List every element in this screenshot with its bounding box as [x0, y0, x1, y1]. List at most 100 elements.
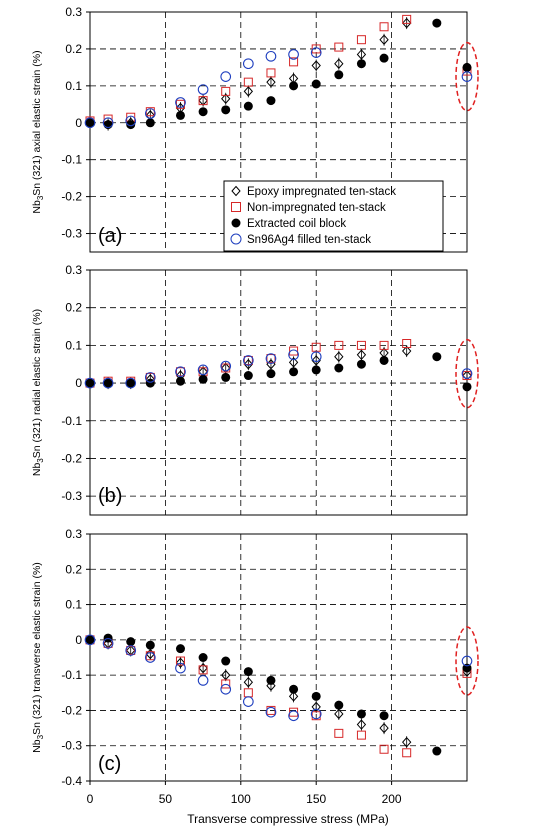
y-tick-label: 0 [75, 376, 82, 390]
unload-highlight-ellipse [455, 338, 479, 409]
data-point-filled-circle [243, 667, 253, 677]
y-tick-label: -0.2 [61, 190, 82, 204]
plot-frame [89, 11, 468, 253]
series-square-open [85, 339, 472, 388]
series-square-open [85, 635, 472, 758]
y-axis-label-subscript: 3 [36, 734, 45, 739]
panel-b: 0.3 0.2 0.1 0 -0.1 -0.2 -0.3 Nb3Sn (321) radial… [31, 263, 479, 516]
data-point-square [266, 354, 276, 364]
legend: Epoxy impregnated ten-stack Non-impregnat… [223, 180, 444, 252]
y-tick-label: 0.3 [65, 5, 82, 19]
y-tick-label: -0.2 [61, 451, 82, 465]
data-point-open-circle [102, 638, 114, 649]
legend-marker-square [231, 202, 241, 212]
data-point-filled-circle [311, 79, 321, 89]
y-tick-label: -0.3 [61, 227, 82, 241]
y-axis-label-suffix: Sn (321) radial elastic strain (%) [31, 309, 43, 458]
y-tick-label: 0.2 [65, 301, 82, 315]
data-point-filled-circle [175, 110, 185, 120]
data-point-open-circle [144, 652, 156, 663]
data-point-filled-circle [432, 746, 442, 756]
y-tick-label: 0.2 [65, 42, 82, 56]
data-point-filled-circle [311, 365, 321, 375]
data-point-open-circle [461, 71, 473, 82]
data-point-square [126, 645, 136, 655]
y-axis-label-prefix: Nb [31, 739, 43, 753]
panel-c: 0.3 0.2 0.1 0 -0.1 -0.2 -0.3 -0.4 0 50 100 150 200 Nb… [31, 527, 479, 806]
data-point-open-circle [125, 645, 137, 656]
data-point-filled-circle [126, 637, 136, 647]
y-axis-label-prefix: Nb [31, 200, 43, 214]
data-point-square [402, 14, 412, 24]
y-tick-label: -0.3 [61, 489, 82, 503]
data-point-open-circle [84, 377, 96, 389]
y-axis-label: Nb3Sn (321) transverse elastic strain (%… [31, 562, 45, 753]
legend-marker-open-circle [230, 233, 242, 245]
y-tick-label: -0.2 [61, 703, 82, 717]
panel-label: (a) [98, 225, 122, 247]
legend-marker-diamond [231, 185, 241, 197]
data-point-square [356, 730, 366, 740]
data-point-square [334, 340, 344, 350]
data-point-square [289, 57, 299, 67]
data-point-open-circle [125, 377, 137, 389]
data-point-filled-circle [85, 118, 95, 128]
data-point-square [175, 656, 185, 666]
data-point-open-circle [288, 349, 299, 361]
data-point-open-circle [242, 696, 254, 707]
data-point-filled-circle [126, 120, 136, 130]
data-point-filled-circle [198, 374, 208, 384]
series-diamond-open [85, 345, 472, 390]
data-point-open-circle [102, 117, 114, 129]
legend-marker-filled-circle [231, 218, 241, 228]
data-point-open-circle [220, 683, 232, 695]
data-point-filled-circle [175, 644, 185, 654]
y-tick-label: -0.3 [61, 739, 82, 753]
y-axis-label: Nb3Sn (321) radial elastic strain (%) [31, 309, 45, 476]
data-point-filled-circle [85, 635, 95, 645]
data-point-square [311, 342, 321, 352]
data-point-filled-circle [311, 691, 321, 701]
panel-label: (c) [98, 753, 121, 775]
data-point-open-circle [288, 49, 299, 60]
data-point-filled-circle [85, 378, 95, 388]
data-point-filled-circle [266, 675, 276, 685]
series-circle-filled [85, 633, 472, 756]
unload-highlight-ellipse [455, 41, 479, 112]
y-tick-label: -0.1 [61, 153, 82, 167]
data-point-filled-circle [145, 640, 155, 650]
data-point-filled-circle [432, 18, 442, 28]
data-point-square [356, 35, 366, 45]
y-axis-label: Nb3Sn (321) axial elastic strain (%) [31, 50, 45, 213]
data-point-open-circle [242, 355, 254, 366]
data-point-open-circle [144, 372, 156, 383]
data-point-square [243, 688, 253, 698]
data-point-open-circle [220, 360, 232, 372]
data-point-square [311, 44, 321, 54]
series-circle-filled [85, 352, 472, 392]
data-point-square [379, 744, 389, 754]
data-point-filled-circle [266, 369, 276, 379]
y-tick-label: 0.2 [65, 562, 82, 576]
data-point-filled-circle [198, 653, 208, 662]
data-point-filled-circle [221, 372, 231, 382]
y-tick-label: 0 [75, 633, 82, 647]
series-circle-open [84, 634, 473, 722]
data-point-square [379, 340, 389, 350]
x-tick-label: 50 [159, 792, 173, 806]
data-point-filled-circle [462, 62, 472, 72]
data-point-open-circle [175, 366, 186, 378]
data-point-open-circle [220, 71, 232, 82]
data-point-square [266, 68, 276, 78]
data-point-filled-circle [289, 367, 299, 377]
data-point-open-circle [197, 84, 209, 95]
data-point-open-circle [265, 50, 277, 62]
legend-label: Extracted coil block [247, 218, 346, 230]
y-tick-label: 0.1 [65, 338, 82, 352]
panel-a: 0.3 0.2 0.1 0 -0.1 -0.2 -0.3 Nb3Sn (321) axial … [31, 5, 479, 253]
data-point-filled-circle [356, 59, 366, 69]
data-point-open-circle [288, 710, 299, 722]
y-tick-label: 0.1 [65, 598, 82, 612]
data-point-filled-circle [289, 81, 299, 91]
data-point-square [198, 96, 208, 106]
